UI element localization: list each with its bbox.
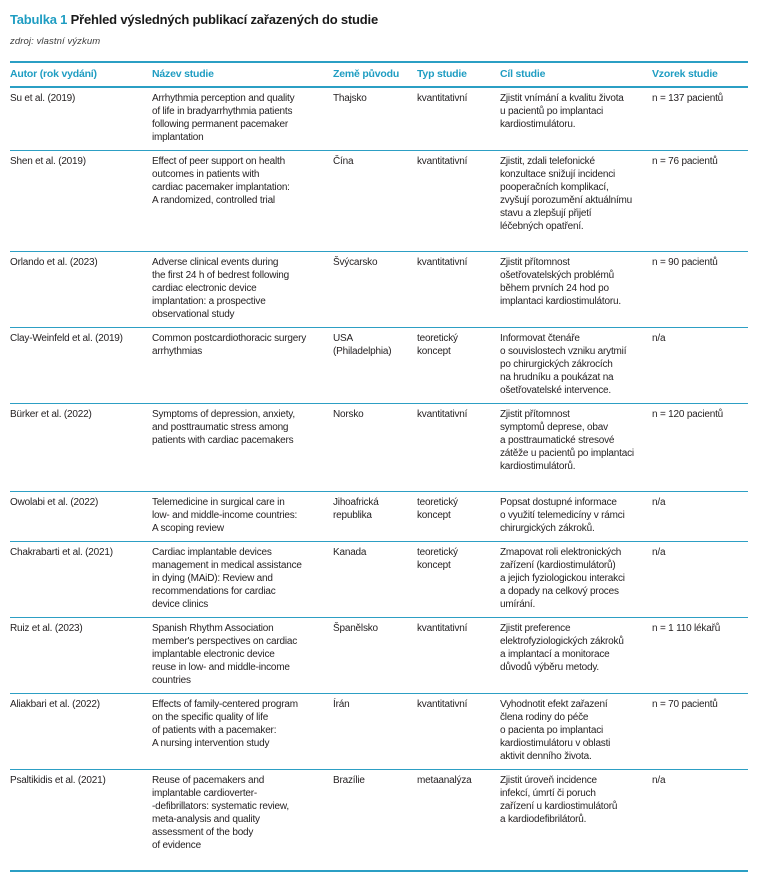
cell-typ: kvantitativní — [417, 617, 500, 694]
cell-typ: kvantitativní — [417, 693, 500, 770]
cell-nazev: Cardiac implantable devices management i… — [152, 541, 333, 618]
column-header-cil: Cíl studie — [500, 62, 652, 88]
cell-autor: Orlando et al. (2023) — [10, 251, 152, 328]
cell-cil: Vyhodnotit efekt zařazení člena rodiny d… — [500, 693, 652, 770]
column-header-vzorek: Vzorek studie — [652, 62, 748, 88]
cell-autor: Chakrabarti et al. (2021) — [10, 541, 152, 618]
cell-zeme: Brazílie — [333, 769, 417, 871]
table-row: Bürker et al. (2022) Symptoms of depressi… — [10, 403, 748, 492]
cell-vzorek: n/a — [652, 327, 748, 404]
cell-nazev: Common postcardiothoracic surgery arrhyt… — [152, 327, 333, 404]
table-row: Ruiz et al. (2023) Spanish Rhythm Associa… — [10, 617, 748, 694]
table-row: Owolabi et al. (2022) Telemedicine in sur… — [10, 491, 748, 542]
cell-nazev: Spanish Rhythm Association member's pers… — [152, 617, 333, 694]
cell-zeme: Kanada — [333, 541, 417, 618]
cell-autor: Bürker et al. (2022) — [10, 403, 152, 492]
cell-zeme: Švýcarsko — [333, 251, 417, 328]
cell-typ: kvantitativní — [417, 93, 468, 104]
column-header-autor: Autor (rok vydání) — [10, 62, 152, 88]
cell-cil: Zjistit úroveň incidence infekcí, úmrtí … — [500, 769, 652, 871]
cell-autor: Su et al. (2019) — [10, 93, 76, 104]
cell-cil: Zjistit přítomnost ošetřovatelských prob… — [500, 251, 652, 328]
column-header-typ: Typ studie — [417, 62, 500, 88]
table-title: Tabulka 1 Přehled výsledných publikací z… — [10, 12, 748, 28]
cell-typ: kvantitativní — [417, 150, 500, 252]
cell-nazev: Effect of peer support on health outcome… — [152, 150, 333, 252]
cell-typ: teoretický koncept — [417, 491, 500, 542]
cell-typ: teoretický koncept — [417, 327, 500, 404]
cell-nazev: Telemedicine in surgical care in low- an… — [152, 491, 333, 542]
table-row: Aliakbari et al. (2022) Effects of family… — [10, 693, 748, 770]
cell-vzorek: n = 120 pacientů — [652, 403, 748, 492]
cell-cil: Zjistit, zdali telefonické konzultace sn… — [500, 150, 652, 252]
cell-vzorek: n/a — [652, 769, 748, 871]
cell-cil: Zjistit preference elektrofyziologických… — [500, 617, 652, 694]
source-note: zdroj: vlastní výzkum — [10, 36, 101, 47]
cell-cil: Popsat dostupné informace o využití tele… — [500, 491, 652, 542]
cell-autor: Aliakbari et al. (2022) — [10, 693, 152, 770]
cell-vzorek: n = 90 pacientů — [652, 251, 748, 328]
cell-vzorek: n = 70 pacientů — [652, 693, 748, 770]
cell-cil: Zjistit vnímání a kvalitu života u pacie… — [500, 93, 624, 130]
cell-typ: kvantitativní — [417, 403, 500, 492]
table-row: Su et al. (2019) Arrhythmia perception an… — [10, 87, 748, 151]
cell-autor: Ruiz et al. (2023) — [10, 617, 152, 694]
column-header-nazev: Název studie — [152, 62, 333, 88]
cell-cil: Zjistit přítomnost symptomů deprese, oba… — [500, 403, 652, 492]
cell-autor: Clay-Weinfeld et al. (2019) — [10, 327, 152, 404]
cell-vzorek: n/a — [652, 491, 748, 542]
cell-vzorek: n = 76 pacientů — [652, 150, 748, 252]
cell-zeme: Jihoafrická republika — [333, 491, 417, 542]
table-header-row: Autor (rok vydání) Název studie Země pův… — [10, 62, 748, 88]
cell-autor: Owolabi et al. (2022) — [10, 491, 152, 542]
table-row: Clay-Weinfeld et al. (2019) Common postca… — [10, 327, 748, 404]
cell-vzorek: n/a — [652, 541, 748, 618]
cell-cil: Informovat čtenáře o souvislostech vznik… — [500, 327, 652, 404]
table-row: Psaltikidis et al. (2021) Reuse of pacema… — [10, 769, 748, 871]
cell-zeme: Španělsko — [333, 617, 417, 694]
cell-zeme: USA (Philadelphia) — [333, 327, 417, 404]
cell-nazev: Symptoms of depression, anxiety, and pos… — [152, 403, 333, 492]
cell-typ: kvantitativní — [417, 251, 500, 328]
cell-autor: Shen et al. (2019) — [10, 150, 152, 252]
table-title-text: Přehled výsledných publikací zařazených … — [70, 12, 379, 27]
table-row: Orlando et al. (2023) Adverse clinical ev… — [10, 251, 748, 328]
cell-zeme: Čína — [333, 150, 417, 252]
cell-typ: teoretický koncept — [417, 541, 500, 618]
table-body: Su et al. (2019) Arrhythmia perception an… — [10, 87, 748, 871]
table-title-number: Tabulka 1 — [10, 12, 68, 27]
cell-nazev: Effects of family-centered program on th… — [152, 693, 333, 770]
cell-nazev: Reuse of pacemakers and implantable card… — [152, 769, 333, 871]
cell-zeme: Írán — [333, 693, 417, 770]
cell-vzorek: n = 1 110 lékařů — [652, 617, 748, 694]
cell-autor: Psaltikidis et al. (2021) — [10, 769, 152, 871]
table-row: Chakrabarti et al. (2021) Cardiac implant… — [10, 541, 748, 618]
cell-zeme: Thajsko — [333, 93, 367, 104]
cell-nazev: Arrhythmia perception and quality of lif… — [152, 93, 295, 143]
studies-table: Autor (rok vydání) Název studie Země pův… — [10, 61, 748, 872]
cell-typ: metaanalýza — [417, 769, 500, 871]
cell-vzorek: n = 137 pacientů — [652, 93, 724, 104]
column-header-zeme: Země původu — [333, 62, 417, 88]
cell-nazev: Adverse clinical events during the first… — [152, 251, 333, 328]
cell-cil: Zmapovat roli elektronických zařízení (k… — [500, 541, 652, 618]
cell-zeme: Norsko — [333, 403, 417, 492]
table-header: Autor (rok vydání) Název studie Země pův… — [10, 62, 748, 88]
table-row: Shen et al. (2019) Effect of peer support… — [10, 150, 748, 252]
